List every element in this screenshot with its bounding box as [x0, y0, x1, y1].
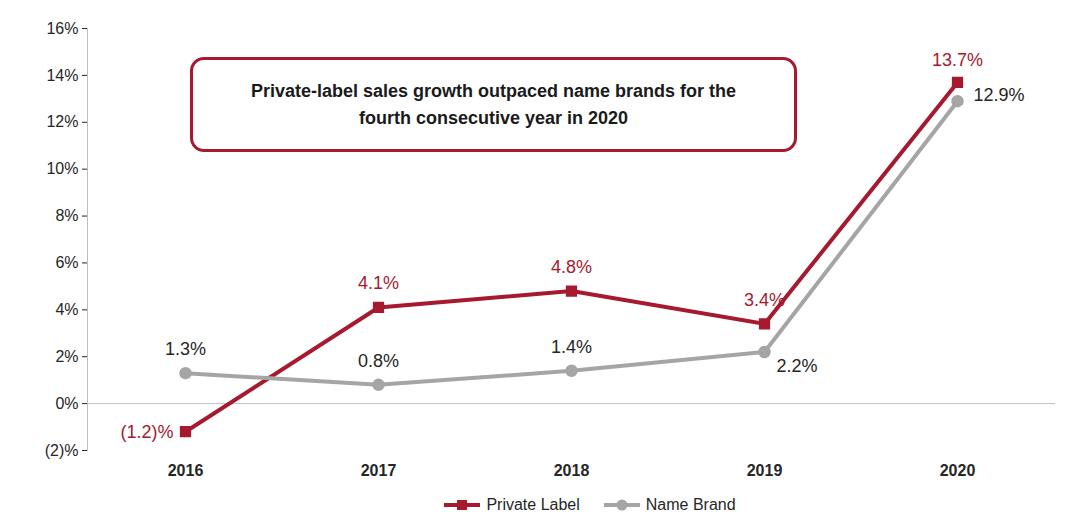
svg-text:12%: 12%: [46, 113, 78, 130]
svg-text:(1.2)%: (1.2)%: [120, 422, 173, 442]
svg-text:3.4%: 3.4%: [744, 290, 785, 310]
svg-text:14%: 14%: [46, 67, 78, 84]
svg-text:0.8%: 0.8%: [358, 351, 399, 371]
svg-text:2016: 2016: [168, 462, 204, 479]
svg-text:0%: 0%: [55, 395, 78, 412]
html-text:Private-label sales growth out: Private-label sales growth outpaced name…: [250, 81, 737, 128]
svg-text:2017: 2017: [361, 462, 397, 479]
svg-text:2.2%: 2.2%: [777, 356, 818, 376]
svg-text:6%: 6%: [55, 254, 78, 271]
svg-text:2020: 2020: [940, 462, 976, 479]
svg-text:(2)%: (2)%: [45, 442, 79, 459]
html-text:Name Brand: Name Brand: [645, 496, 736, 513]
svg-text:4%: 4%: [55, 301, 78, 318]
svg-text:12.9%: 12.9%: [974, 85, 1025, 105]
svg-text:8%: 8%: [55, 207, 78, 224]
svg-text:13.7%: 13.7%: [932, 50, 983, 70]
svg-text:16%: 16%: [46, 20, 78, 37]
svg-text:4.1%: 4.1%: [358, 273, 399, 293]
svg-text:10%: 10%: [46, 160, 78, 177]
svg-text:2019: 2019: [747, 462, 783, 479]
svg-text:2%: 2%: [55, 348, 78, 365]
svg-text:1.3%: 1.3%: [165, 339, 206, 359]
html-text:Private Label: Private Label: [486, 496, 580, 513]
svg-text:2018: 2018: [554, 462, 590, 479]
svg-text:1.4%: 1.4%: [551, 337, 592, 357]
svg-text:4.8%: 4.8%: [551, 257, 592, 277]
